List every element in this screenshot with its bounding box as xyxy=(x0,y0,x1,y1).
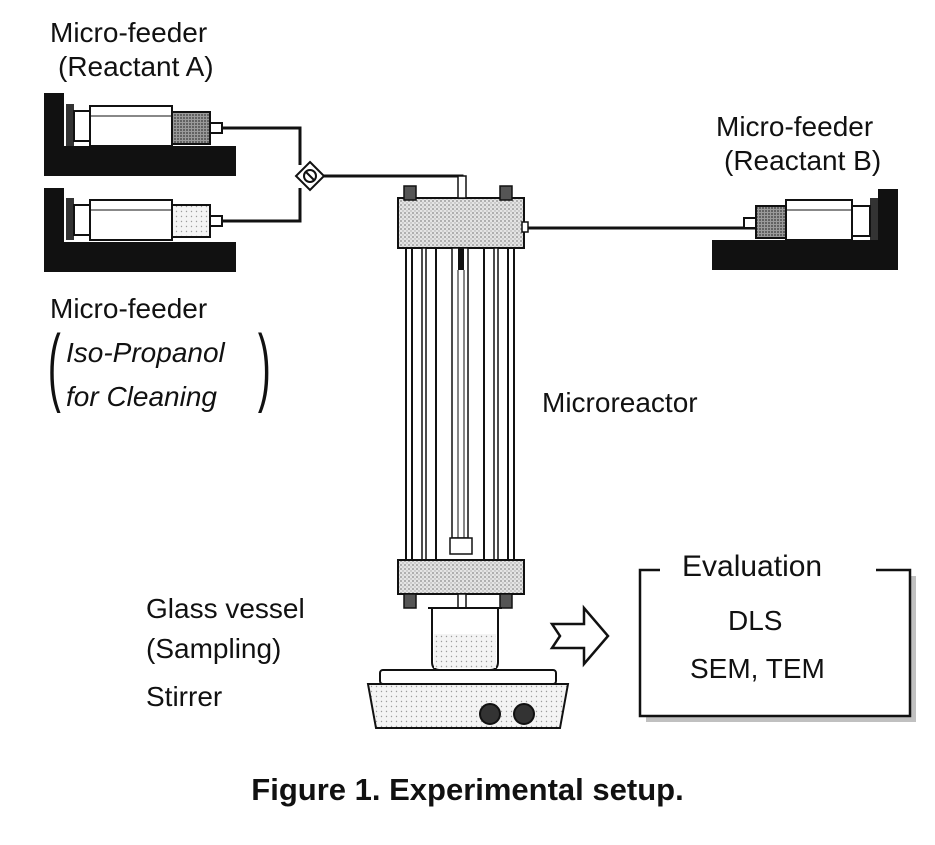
evaluation-box xyxy=(638,568,916,722)
microreactor-label: Microreactor xyxy=(542,387,698,418)
stirrer-label: Stirrer xyxy=(146,681,223,712)
evaluation-dls: DLS xyxy=(728,605,783,636)
syringe-pump-a xyxy=(44,93,236,176)
sampling-label: (Sampling) xyxy=(146,633,282,664)
evaluation-sem-tem: SEM, TEM xyxy=(690,653,825,684)
syringe-pump-b xyxy=(712,189,898,270)
feeder-cleaning-line2: for Cleaning xyxy=(66,381,217,412)
glass-vessel-label: Glass vessel xyxy=(146,593,305,624)
feeder-a-title: Micro-feeder xyxy=(50,17,208,48)
microreactor-column xyxy=(397,175,529,611)
three-way-valve xyxy=(294,160,326,192)
feeder-cleaning-title: Micro-feeder xyxy=(50,293,208,324)
magnetic-stirrer xyxy=(366,669,570,729)
syringe-pump-cleaning xyxy=(44,188,236,272)
open-parenthesis: ( xyxy=(47,318,61,414)
figure-caption: Figure 1. Experimental setup. xyxy=(251,772,684,807)
glass-vessel xyxy=(428,607,502,671)
feeder-cleaning-line1: Iso-Propanol xyxy=(66,337,225,368)
evaluation-title: Evaluation xyxy=(678,550,827,584)
feeder-b-title: Micro-feeder xyxy=(716,111,874,142)
flow-arrow xyxy=(549,604,610,668)
feeder-a-subtitle: (Reactant A) xyxy=(58,51,214,82)
close-parenthesis: ) xyxy=(257,318,271,414)
feeder-b-subtitle: (Reactant B) xyxy=(724,145,882,176)
